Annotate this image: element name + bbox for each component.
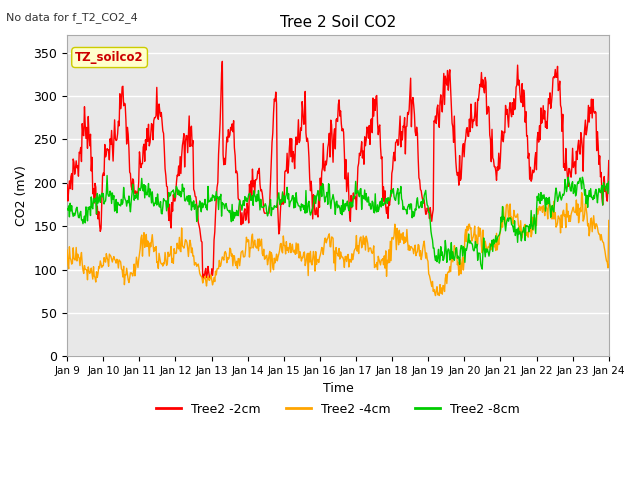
Legend: Tree2 -2cm, Tree2 -4cm, Tree2 -8cm: Tree2 -2cm, Tree2 -4cm, Tree2 -8cm (151, 398, 525, 420)
Tree2 -2cm (218, 59, 226, 64)
Text: TZ_soilco2: TZ_soilco2 (76, 51, 144, 64)
Tree2 -2cm (73, 165, 81, 170)
Tree2 -2cm (129, 176, 136, 182)
Tree2 -4cm (431, 293, 439, 299)
Tree2 -4cm (63, 247, 71, 253)
Tree2 -8cm (63, 206, 71, 212)
Tree2 -2cm (184, 150, 191, 156)
Line: Tree2 -2cm: Tree2 -2cm (67, 61, 609, 278)
Tree2 -8cm (213, 195, 221, 201)
Y-axis label: CO2 (mV): CO2 (mV) (15, 166, 28, 226)
Tree2 -2cm (605, 158, 612, 164)
Tree2 -4cm (129, 273, 136, 279)
Tree2 -8cm (605, 179, 612, 184)
Tree2 -4cm (73, 258, 81, 264)
Tree2 -2cm (213, 184, 221, 190)
Tree2 -2cm (63, 182, 71, 188)
Tree2 -4cm (420, 241, 428, 247)
Title: Tree 2 Soil CO2: Tree 2 Soil CO2 (280, 15, 396, 30)
Tree2 -8cm (130, 188, 138, 193)
Tree2 -4cm (605, 217, 612, 223)
Tree2 -4cm (578, 190, 586, 195)
Line: Tree2 -8cm: Tree2 -8cm (67, 176, 609, 269)
Tree2 -8cm (420, 192, 428, 198)
Tree2 -8cm (103, 173, 111, 179)
Tree2 -8cm (404, 203, 412, 208)
Tree2 -8cm (478, 266, 486, 272)
X-axis label: Time: Time (323, 382, 353, 395)
Tree2 -8cm (184, 193, 192, 199)
Tree2 -2cm (199, 276, 207, 281)
Tree2 -8cm (73, 204, 81, 210)
Tree2 -4cm (404, 239, 412, 244)
Text: No data for f_T2_CO2_4: No data for f_T2_CO2_4 (6, 12, 138, 23)
Tree2 -4cm (212, 272, 220, 278)
Tree2 -2cm (405, 107, 413, 112)
Tree2 -2cm (421, 205, 429, 211)
Tree2 -4cm (184, 245, 191, 251)
Line: Tree2 -4cm: Tree2 -4cm (67, 192, 609, 296)
